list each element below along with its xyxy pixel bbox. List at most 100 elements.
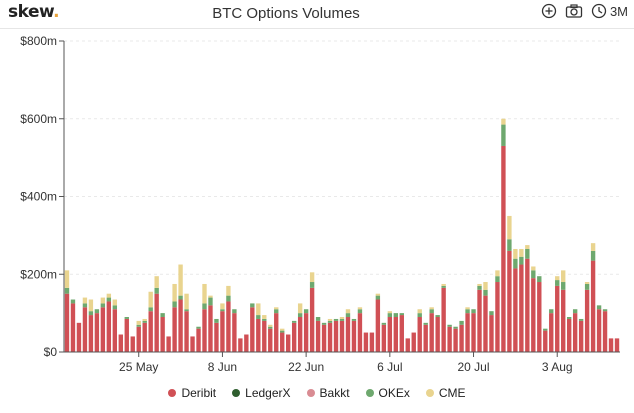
- bar-deribit[interactable]: [435, 317, 440, 352]
- bar-deribit[interactable]: [405, 338, 410, 352]
- bar-deribit[interactable]: [262, 320, 267, 352]
- bar-cme[interactable]: [513, 248, 518, 259]
- bar-deribit[interactable]: [369, 332, 375, 352]
- bar-deribit[interactable]: [130, 336, 135, 352]
- bar-cme[interactable]: [202, 283, 207, 304]
- bar-cme[interactable]: [561, 270, 566, 283]
- bar-okex[interactable]: [495, 276, 500, 283]
- bar-deribit[interactable]: [590, 260, 596, 352]
- bar-cme[interactable]: [357, 307, 363, 310]
- bar-okex[interactable]: [184, 309, 189, 312]
- bar-cme[interactable]: [142, 318, 147, 321]
- bar-okex[interactable]: [262, 318, 267, 321]
- bar-okex[interactable]: [148, 307, 153, 312]
- bar-okex[interactable]: [250, 303, 255, 308]
- bar-okex[interactable]: [465, 309, 470, 314]
- bar-okex[interactable]: [220, 309, 225, 312]
- bar-deribit[interactable]: [190, 336, 195, 352]
- bar-okex[interactable]: [549, 309, 554, 314]
- bar-deribit[interactable]: [351, 320, 357, 352]
- bar-deribit[interactable]: [549, 313, 554, 353]
- bar-deribit[interactable]: [345, 317, 351, 352]
- bar-okex[interactable]: [333, 318, 339, 321]
- bar-cme[interactable]: [172, 283, 177, 302]
- bar-deribit[interactable]: [250, 307, 255, 352]
- bar-okex[interactable]: [94, 309, 100, 314]
- screenshot-button[interactable]: [565, 3, 583, 19]
- bar-deribit[interactable]: [106, 301, 112, 352]
- bar-deribit[interactable]: [244, 334, 249, 352]
- bar-cme[interactable]: [501, 118, 506, 125]
- bar-cme[interactable]: [590, 243, 596, 251]
- bar-deribit[interactable]: [315, 320, 321, 352]
- bar-deribit[interactable]: [142, 322, 147, 352]
- time-range-button[interactable]: 3M: [591, 3, 628, 19]
- bar-okex[interactable]: [154, 287, 159, 294]
- bar-deribit[interactable]: [608, 338, 614, 352]
- bar-okex[interactable]: [375, 295, 381, 300]
- bar-okex[interactable]: [596, 305, 602, 310]
- bar-okex[interactable]: [124, 317, 129, 319]
- bar-okex[interactable]: [435, 315, 440, 318]
- bar-okex[interactable]: [578, 318, 584, 321]
- bar-okex[interactable]: [387, 313, 393, 318]
- bar-cme[interactable]: [584, 282, 590, 284]
- bar-deribit[interactable]: [393, 317, 398, 352]
- bar-deribit[interactable]: [136, 326, 141, 352]
- bar-okex[interactable]: [561, 282, 566, 290]
- bar-deribit[interactable]: [291, 322, 297, 352]
- bar-okex[interactable]: [208, 297, 213, 306]
- bar-okex[interactable]: [543, 328, 548, 331]
- bar-cme[interactable]: [309, 272, 315, 283]
- bar-okex[interactable]: [339, 318, 345, 321]
- bar-deribit[interactable]: [459, 324, 464, 352]
- bar-deribit[interactable]: [453, 328, 458, 352]
- bar-cme[interactable]: [220, 303, 225, 310]
- bar-deribit[interactable]: [381, 324, 387, 352]
- bar-cme[interactable]: [274, 307, 279, 310]
- bar-deribit[interactable]: [82, 307, 88, 352]
- bar-deribit[interactable]: [537, 282, 542, 352]
- bar-cme[interactable]: [297, 303, 303, 314]
- bar-okex[interactable]: [531, 270, 536, 279]
- bar-deribit[interactable]: [226, 301, 231, 352]
- bar-deribit[interactable]: [423, 324, 428, 352]
- bar-okex[interactable]: [566, 317, 572, 319]
- bar-deribit[interactable]: [160, 317, 165, 352]
- bar-okex[interactable]: [303, 309, 309, 314]
- bar-okex[interactable]: [274, 309, 279, 314]
- bar-deribit[interactable]: [387, 317, 393, 352]
- bar-deribit[interactable]: [513, 268, 518, 352]
- bar-okex[interactable]: [226, 295, 231, 302]
- bar-okex[interactable]: [172, 301, 177, 308]
- bar-deribit[interactable]: [578, 320, 584, 352]
- bar-deribit[interactable]: [214, 322, 219, 352]
- bar-okex[interactable]: [196, 326, 201, 329]
- bar-okex[interactable]: [178, 295, 183, 300]
- bar-okex[interactable]: [602, 309, 608, 312]
- bar-deribit[interactable]: [172, 307, 177, 352]
- legend-item-bakkt[interactable]: Bakkt: [306, 386, 350, 400]
- bar-deribit[interactable]: [64, 293, 70, 352]
- bar-deribit[interactable]: [614, 338, 620, 352]
- bar-okex[interactable]: [525, 248, 530, 259]
- bar-okex[interactable]: [268, 326, 273, 329]
- bar-deribit[interactable]: [465, 313, 470, 353]
- bar-deribit[interactable]: [196, 328, 201, 352]
- bar-cme[interactable]: [136, 320, 141, 325]
- bar-cme[interactable]: [226, 285, 231, 296]
- bar-deribit[interactable]: [208, 305, 213, 352]
- bar-deribit[interactable]: [501, 145, 506, 352]
- bar-cme[interactable]: [555, 276, 560, 281]
- bar-deribit[interactable]: [148, 311, 153, 352]
- bar-deribit[interactable]: [525, 258, 530, 352]
- bar-deribit[interactable]: [238, 338, 243, 352]
- bar-deribit[interactable]: [429, 313, 434, 353]
- bar-okex[interactable]: [202, 303, 207, 310]
- bar-okex[interactable]: [441, 285, 446, 288]
- bar-okex[interactable]: [82, 303, 88, 308]
- bar-okex[interactable]: [507, 239, 512, 251]
- bar-okex[interactable]: [537, 276, 542, 283]
- bar-cme[interactable]: [441, 283, 446, 286]
- bar-deribit[interactable]: [555, 285, 560, 352]
